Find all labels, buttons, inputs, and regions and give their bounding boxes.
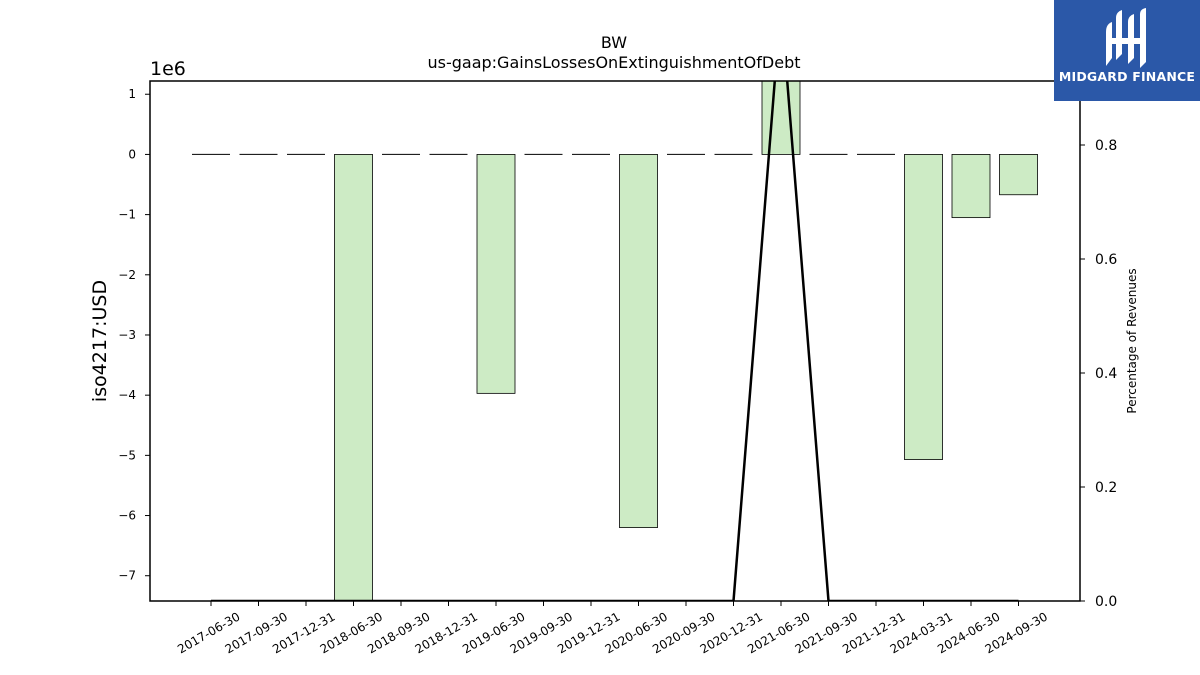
y-offset-label: 1e6 [150,58,186,80]
y2-tick-label: 0.8 [1095,138,1117,154]
bar-2020-06-30 [619,154,658,528]
bar-2024-09-30 [999,154,1038,196]
bar-2019-06-30 [476,154,516,394]
bar-2024-03-31 [904,154,943,460]
chart-subtitle: us-gaap:GainsLossesOnExtinguishmentOfDeb… [427,53,800,72]
y2-axis-label: Percentage of Revenues [1125,268,1139,413]
y2-tick-label: 0.0 [1095,594,1117,610]
plot-frame [149,80,1081,602]
ratio-line [211,81,1019,601]
y-tick-label: 1 [128,87,136,101]
midgard-logo-icon [1106,8,1146,68]
brand-logo: MIDGARD FINANCE [1054,0,1200,101]
y-tick-label: −7 [118,569,136,583]
bar-2018-06-30 [334,154,373,601]
y2-tick-label: 0.2 [1095,480,1117,496]
logo-text: MIDGARD FINANCE [1058,69,1196,84]
y2-tick-label: 0.6 [1095,252,1117,268]
bar-2024-06-30 [951,154,991,219]
y-axis-label: iso4217:USD [89,280,111,402]
y2-tick-label: 0.4 [1095,366,1117,382]
chart-title: BW [601,33,627,52]
y-tick-label: −2 [118,268,136,282]
y-tick-label: −6 [118,509,136,523]
y-tick-label: −3 [118,328,136,342]
y-tick-label: 0 [128,147,136,161]
y-tick-label: −4 [118,388,136,402]
y-tick-label: −5 [118,448,136,462]
y-tick-label: −1 [118,208,136,222]
bar-2021-06-30 [761,81,801,155]
